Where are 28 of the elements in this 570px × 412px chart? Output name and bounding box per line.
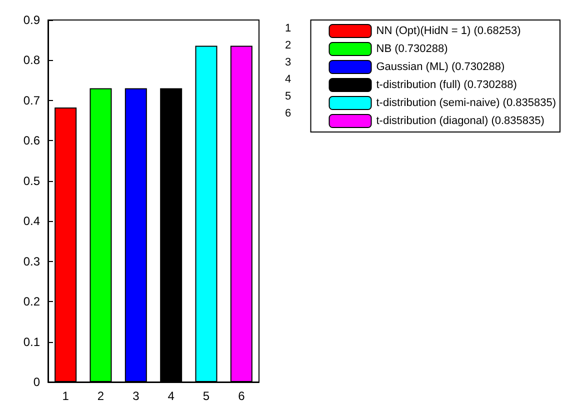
y-tick-label: 0 — [33, 375, 40, 389]
y-tick-label: 0.9 — [23, 13, 40, 27]
legend-label: t-distribution (diagonal) (0.835835) — [376, 115, 544, 127]
y-tick-label: 0.4 — [23, 214, 40, 228]
category-label: 3 — [285, 56, 292, 68]
y-tick-label: 0.7 — [23, 93, 40, 108]
y-tick-label: 0.5 — [23, 174, 40, 188]
y-tick-label: 0.6 — [23, 134, 40, 148]
legend-label: t-distribution (full) (0.730288) — [376, 79, 517, 91]
x-tick-label: 2 — [97, 389, 104, 403]
y-tick-label: 0.2 — [23, 294, 40, 309]
legend-label: t-distribution (semi-naive) (0.835835) — [376, 97, 556, 109]
x-tick-label: 6 — [238, 389, 246, 403]
y-tick-label: 0.3 — [23, 254, 40, 268]
category-label: 2 — [285, 40, 292, 52]
category-label: 1 — [285, 22, 292, 34]
category-label: 4 — [285, 74, 292, 86]
x-tick-label: 1 — [62, 389, 70, 403]
legend-label: NB (0.730288) — [376, 43, 448, 55]
y-tick-label: 0.1 — [23, 334, 40, 349]
category-label: 5 — [285, 90, 292, 102]
x-tick-label: 3 — [132, 389, 140, 403]
category-label: 6 — [285, 108, 292, 120]
x-tick-label: 5 — [202, 389, 210, 403]
legend-label: NN (Opt)(HidN = 1) (0.68253) — [376, 25, 521, 37]
legend-label: Gaussian (ML) (0.730288) — [376, 61, 505, 73]
x-tick-label: 4 — [168, 389, 175, 403]
y-tick-label: 0.8 — [23, 53, 40, 68]
